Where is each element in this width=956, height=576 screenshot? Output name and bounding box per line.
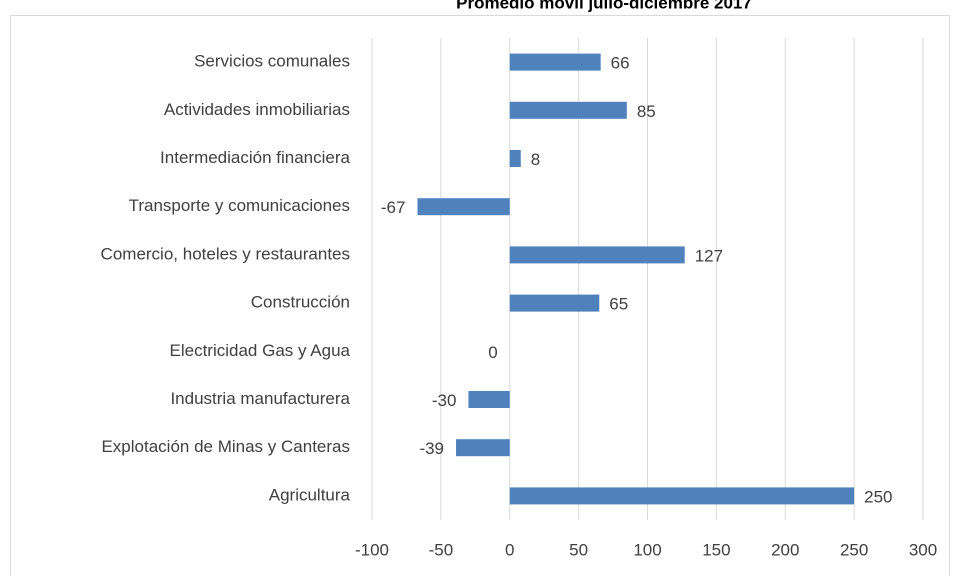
- bar: [509, 150, 521, 167]
- y-tick-label: Agricultura: [269, 485, 351, 504]
- x-tick-label: 0: [505, 540, 514, 559]
- bar: [509, 487, 855, 505]
- x-tick-label: 200: [771, 540, 799, 559]
- y-tick-label: Intermediación financiera: [160, 148, 350, 167]
- y-tick-label: Explotación de Minas y Canteras: [101, 437, 350, 456]
- data-label: 127: [695, 246, 723, 265]
- y-tick-label: Industria manufacturera: [170, 389, 350, 408]
- chart-title: Promedio móvil julio-diciembre 2017: [456, 0, 752, 12]
- x-tick-label: 300: [909, 540, 937, 559]
- bar: [468, 391, 510, 408]
- bar: [509, 101, 627, 119]
- y-tick-label: Transporte y comunicaciones: [129, 196, 350, 215]
- data-label: -67: [381, 198, 406, 217]
- y-tick-label: Electricidad Gas y Agua: [170, 341, 351, 360]
- bar: [417, 198, 510, 216]
- bar: [509, 294, 600, 312]
- data-label: 0: [488, 343, 497, 362]
- bar: [509, 246, 685, 264]
- x-tick-label: -50: [429, 540, 454, 559]
- data-label: 85: [637, 102, 656, 121]
- x-tick-label: 50: [569, 540, 588, 559]
- x-tick-label: 250: [840, 540, 868, 559]
- data-label: -30: [432, 391, 457, 410]
- y-tick-label: Actividades inmobiliarias: [164, 100, 350, 119]
- data-label: 8: [531, 150, 540, 169]
- x-tick-label: 100: [633, 540, 661, 559]
- y-tick-label: Construcción: [251, 293, 350, 312]
- x-tick-label: 150: [702, 540, 730, 559]
- data-label: 250: [864, 487, 892, 506]
- data-label: -39: [419, 439, 444, 458]
- data-label: 65: [609, 295, 628, 314]
- bar: [509, 53, 601, 71]
- y-tick-label: Comercio, hoteles y restaurantes: [101, 244, 350, 263]
- chart-border: [10, 15, 950, 576]
- y-tick-label: Servicios comunales: [194, 52, 350, 71]
- x-tick-label: -100: [355, 540, 389, 559]
- bar: [456, 439, 510, 457]
- data-label: 66: [611, 54, 630, 73]
